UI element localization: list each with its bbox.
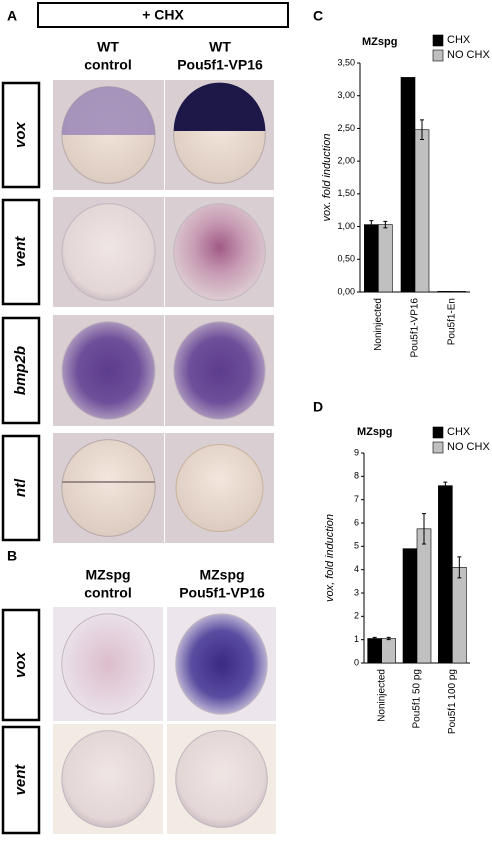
legend-label: CHX [447,34,471,46]
embryo [175,443,264,533]
panel-label: A [7,8,17,24]
column-header: MZspg [85,567,130,583]
error-bar [420,119,424,141]
y-tick-label: 3,50 [337,57,355,67]
y-tick-label: 4 [354,564,359,574]
y-tick-label: 0,00 [337,286,355,296]
error-bar [422,513,426,545]
y-tick-label: 9 [354,447,359,457]
y-tick-label: 3 [354,587,359,597]
bar [378,224,393,293]
embryo [175,730,268,828]
y-tick-label: 0 [354,657,359,667]
row-label: vent [12,236,29,268]
panel-label: D [313,399,323,415]
x-tick-label: Pou5f1 50 pg [412,669,423,729]
error-bar [457,556,462,579]
y-tick-label: 3,00 [337,90,355,100]
panel-label: B [7,548,17,564]
row-label: ntl [12,478,29,497]
y-tick-label: 5 [354,541,359,551]
y-tick-label: 6 [354,517,359,527]
bar [437,291,452,293]
legend-swatch [432,426,444,439]
embryo [175,613,268,715]
embryo [173,203,266,301]
x-tick-label: Noninjected [376,669,387,722]
x-tick-label: Pou5f1-VP16 [410,298,421,358]
y-axis-label: vox, fold induction [324,514,336,602]
y-tick-label: 2,00 [337,156,355,166]
bar [414,129,430,293]
legend-label: NO CHX [447,441,490,453]
row-label-box [1,725,41,835]
y-tick-label: 7 [354,494,359,504]
bar [400,77,416,293]
column-header: WT [97,39,119,55]
bar [364,224,379,293]
legend-swatch [432,34,444,47]
y-axis-label: vox. fold induction [321,133,333,221]
bar [438,485,453,664]
legend-swatch [432,49,444,62]
legend-label: NO CHX [447,49,490,61]
y-tick-label: 1 [354,634,359,644]
column-header: Pou5f1-VP16 [177,57,263,73]
row-label: vox [12,651,29,678]
row-label: vox [12,121,29,148]
row-label-box [1,198,41,306]
row-label: bmp2b [12,346,29,395]
row-label-box [1,316,41,425]
y-tick-label: 1,00 [337,221,355,231]
error-bar [372,636,377,641]
embryo [61,321,156,420]
bar [402,548,418,664]
bar [381,638,396,664]
embryo [61,730,155,828]
chart-title: MZspg [362,36,397,48]
x-tick-label: Pou5f1-En [446,298,457,345]
column-header: control [84,57,131,73]
bar [367,638,382,664]
embryo-stain [173,82,266,131]
embryo-stain [61,86,156,135]
x-tick-label: Noninjected [373,298,384,351]
panel-label: C [313,8,323,24]
bar [451,291,466,293]
row-label-box [1,81,41,189]
treatment-label: + CHX [142,7,184,23]
column-header: WT [209,39,231,55]
column-header: control [84,585,131,601]
y-tick-label: 2,50 [337,123,355,133]
y-tick-label: 2 [354,611,359,621]
row-label-box [1,608,41,722]
column-header: Pou5f1-VP16 [179,585,265,601]
legend-swatch [432,441,444,454]
embryo [61,439,156,537]
error-bar [383,220,388,229]
bar [452,567,467,664]
error-bar [443,481,448,490]
row-label: vent [12,764,29,796]
embryo [61,613,155,715]
embryo [61,203,156,301]
y-tick-label: 0,50 [337,254,355,264]
legend-label: CHX [447,426,471,438]
error-bar [386,636,391,641]
y-tick-label: 1,50 [337,188,355,198]
x-tick-label: Pou5f1 100 pg [447,669,458,734]
error-bar [369,220,374,230]
y-tick-label: 8 [354,471,359,481]
bar [416,528,432,664]
chart-title: MZspg [357,426,392,438]
embryo [173,321,266,420]
row-label-box [1,434,41,542]
treatment-box [37,2,289,28]
column-header: MZspg [199,567,244,583]
